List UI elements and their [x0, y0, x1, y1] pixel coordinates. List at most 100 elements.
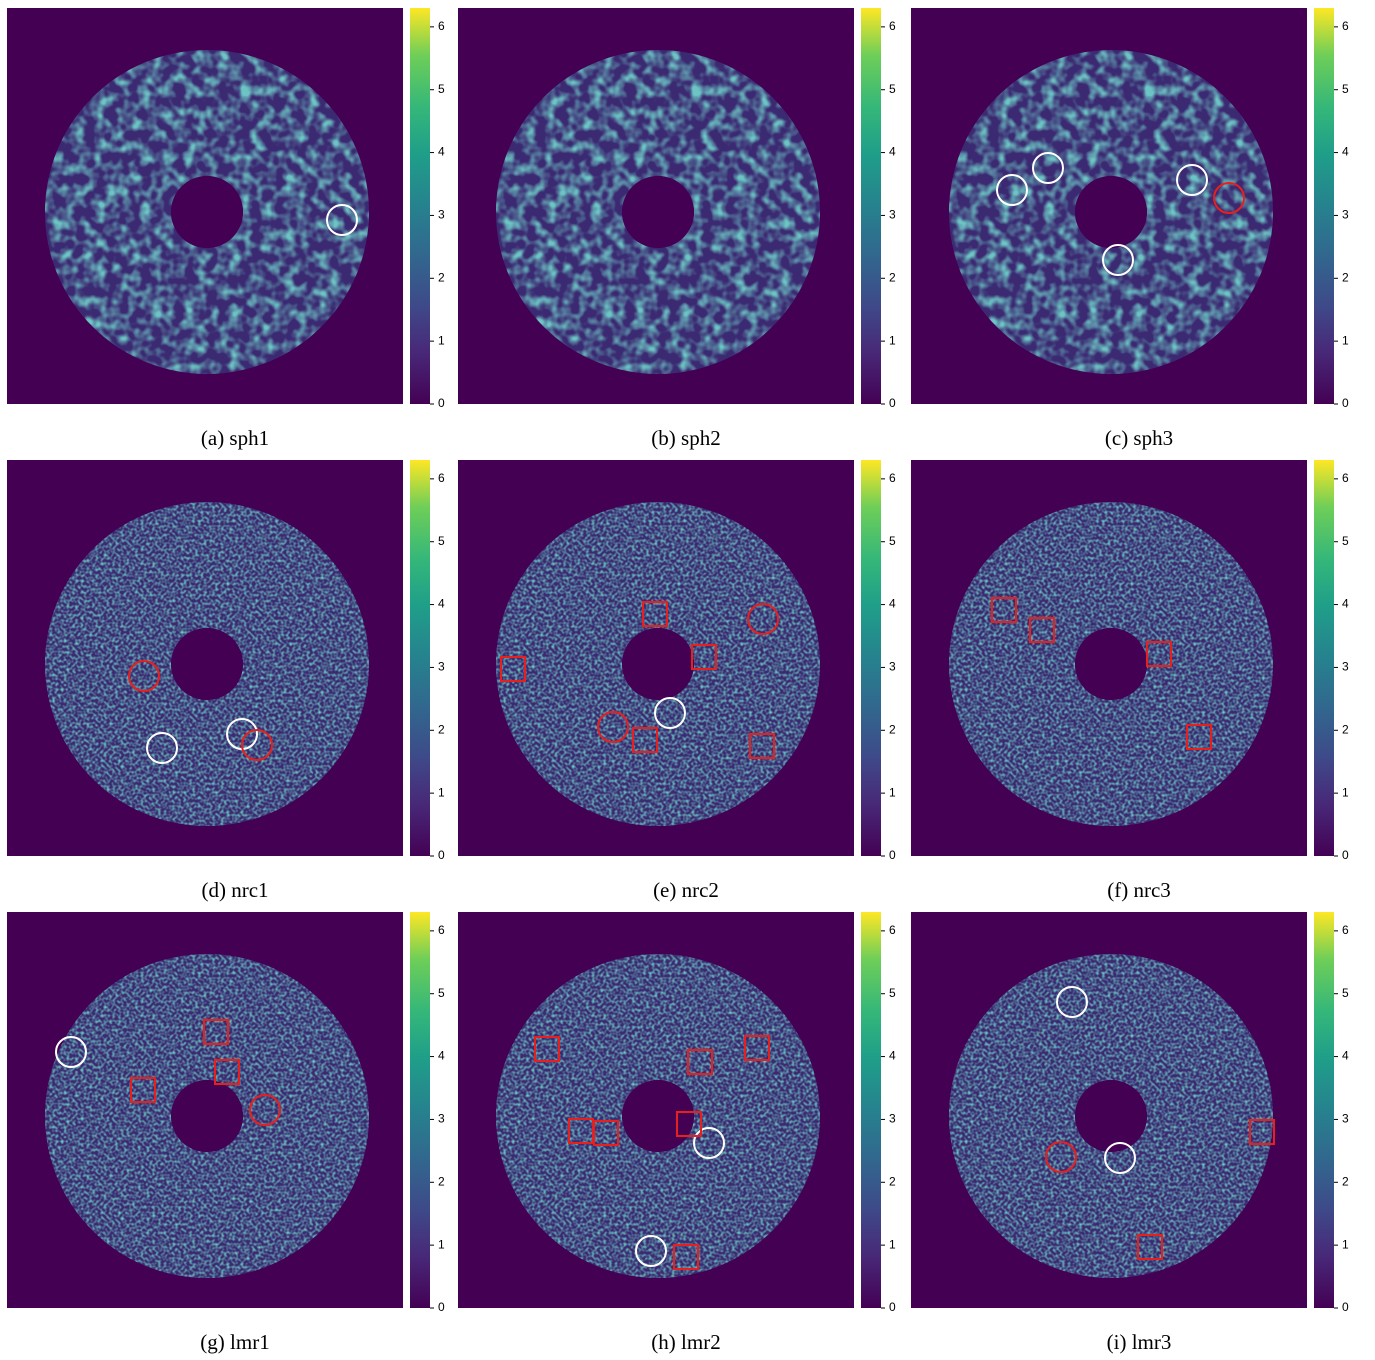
caption: (h) lmr2	[651, 1330, 720, 1354]
colorbar	[861, 8, 881, 404]
caption: (f) nrc3	[1107, 878, 1171, 902]
colorbar-tick-label: 0	[1342, 396, 1349, 410]
colorbar-tick-label: 6	[1342, 923, 1349, 937]
colorbar-tick-label: 5	[889, 534, 896, 548]
colorbar-tick-label: 5	[438, 986, 445, 1000]
colorbar-tick-label: 0	[889, 1300, 896, 1314]
hole	[622, 1080, 694, 1152]
caption: (e) nrc2	[653, 878, 719, 902]
panel: 0 1 2 3 4 5 6 (g) lmr1	[7, 912, 445, 1354]
colorbar-tick-label: 2	[889, 1174, 896, 1188]
colorbar-tick-label: 3	[1342, 208, 1349, 222]
colorbar-tick-label: 4	[438, 145, 445, 159]
colorbar-tick-label: 5	[889, 986, 896, 1000]
colorbar-tick-label: 2	[438, 722, 445, 736]
colorbar-tick-label: 1	[889, 785, 896, 799]
caption: (d) nrc1	[201, 878, 268, 902]
colorbar	[1314, 8, 1334, 404]
colorbar-tick-label: 5	[438, 82, 445, 96]
colorbar-tick-label: 2	[1342, 270, 1349, 284]
colorbar-tick-label: 4	[1342, 597, 1349, 611]
colorbar-tick-label: 5	[1342, 82, 1349, 96]
colorbar-tick-label: 3	[889, 208, 896, 222]
caption: (i) lmr3	[1107, 1330, 1172, 1354]
colorbar-tick-label: 4	[438, 1049, 445, 1063]
caption: (c) sph3	[1105, 426, 1173, 450]
colorbar-tick-label: 6	[438, 471, 445, 485]
colorbar-tick-label: 6	[889, 471, 896, 485]
colorbar-tick-label: 3	[438, 1112, 445, 1126]
panel: 0 1 2 3 4 5 6 (h) lmr2	[458, 912, 896, 1354]
colorbar-tick-label: 3	[438, 208, 445, 222]
colorbar-tick-label: 1	[889, 1237, 896, 1251]
colorbar-tick-label: 4	[438, 597, 445, 611]
colorbar	[410, 912, 430, 1308]
colorbar-tick-label: 1	[1342, 785, 1349, 799]
colorbar-tick-label: 3	[889, 660, 896, 674]
hole	[622, 628, 694, 700]
colorbar-tick-label: 1	[1342, 333, 1349, 347]
hole	[1075, 628, 1147, 700]
panel: 0 1 2 3 4 5 6 (a) sph1	[7, 8, 445, 450]
colorbar-tick-label: 6	[889, 19, 896, 33]
colorbar	[1314, 460, 1334, 856]
colorbar-tick-label: 5	[1342, 986, 1349, 1000]
hole	[171, 176, 243, 248]
hole	[622, 176, 694, 248]
colorbar-tick-label: 3	[438, 660, 445, 674]
colorbar-tick-label: 3	[1342, 1112, 1349, 1126]
colorbar-tick-label: 0	[438, 1300, 445, 1314]
colorbar-tick-label: 3	[1342, 660, 1349, 674]
colorbar-tick-label: 2	[438, 1174, 445, 1188]
caption: (a) sph1	[201, 426, 269, 450]
colorbar-tick-label: 6	[438, 923, 445, 937]
page: 0 1 2 3 4 5 6 (a) sph1 0 1 2 3 4 5 6 (b) sph2 0 1 2 3 4 5 6 (c)…	[0, 0, 1375, 1360]
hole	[1075, 176, 1147, 248]
panel: 0 1 2 3 4 5 6 (b) sph2	[458, 8, 896, 450]
colorbar-tick-label: 4	[1342, 1049, 1349, 1063]
panel: 0 1 2 3 4 5 6 (i) lmr3	[911, 912, 1349, 1354]
colorbar-tick-label: 1	[438, 1237, 445, 1251]
colorbar-tick-label: 2	[1342, 722, 1349, 736]
colorbar-tick-label: 0	[438, 848, 445, 862]
colorbar-tick-label: 4	[889, 145, 896, 159]
colorbar-tick-label: 5	[1342, 534, 1349, 548]
panel: 0 1 2 3 4 5 6 (e) nrc2	[458, 460, 896, 902]
colorbar-tick-label: 0	[1342, 1300, 1349, 1314]
colorbar-tick-label: 1	[1342, 1237, 1349, 1251]
colorbar	[861, 460, 881, 856]
colorbar-tick-label: 5	[889, 82, 896, 96]
hole	[171, 1080, 243, 1152]
colorbar-tick-label: 6	[438, 19, 445, 33]
colorbar-tick-label: 3	[889, 1112, 896, 1126]
panel: 0 1 2 3 4 5 6 (f) nrc3	[911, 460, 1349, 902]
colorbar-tick-label: 4	[889, 1049, 896, 1063]
colorbar-tick-label: 1	[438, 333, 445, 347]
colorbar-tick-label: 2	[889, 722, 896, 736]
colorbar-tick-label: 2	[889, 270, 896, 284]
colorbar-tick-label: 6	[889, 923, 896, 937]
colorbar-tick-label: 0	[889, 396, 896, 410]
hole	[171, 628, 243, 700]
colorbar-tick-label: 1	[889, 333, 896, 347]
figure: 0 1 2 3 4 5 6 (a) sph1 0 1 2 3 4 5 6 (b) sph2 0 1 2 3 4 5 6 (c)…	[0, 0, 1375, 1360]
colorbar-tick-label: 0	[438, 396, 445, 410]
colorbar-tick-label: 4	[1342, 145, 1349, 159]
colorbar	[410, 8, 430, 404]
colorbar	[861, 912, 881, 1308]
colorbar	[410, 460, 430, 856]
colorbar-tick-label: 2	[1342, 1174, 1349, 1188]
caption: (b) sph2	[651, 426, 720, 450]
panel: 0 1 2 3 4 5 6 (c) sph3	[911, 8, 1349, 450]
colorbar-tick-label: 5	[438, 534, 445, 548]
caption: (g) lmr1	[200, 1330, 269, 1354]
hole	[1075, 1080, 1147, 1152]
colorbar-tick-label: 0	[1342, 848, 1349, 862]
colorbar-tick-label: 2	[438, 270, 445, 284]
colorbar-tick-label: 4	[889, 597, 896, 611]
colorbar	[1314, 912, 1334, 1308]
colorbar-tick-label: 6	[1342, 471, 1349, 485]
colorbar-tick-label: 0	[889, 848, 896, 862]
colorbar-tick-label: 6	[1342, 19, 1349, 33]
